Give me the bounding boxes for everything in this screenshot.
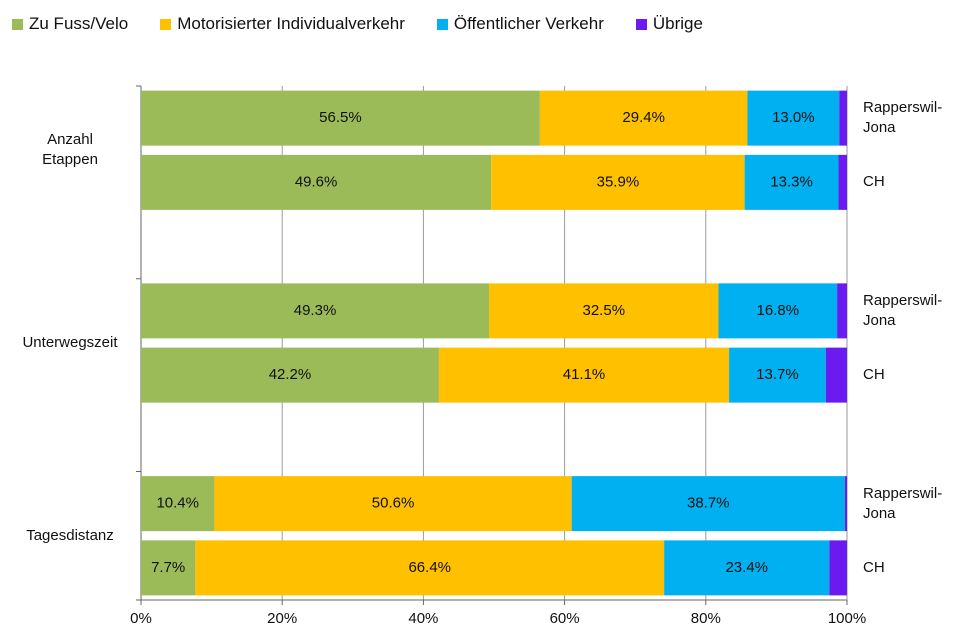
bar-segment <box>747 90 840 146</box>
legend-item: Übrige <box>635 14 703 34</box>
bar-segment <box>837 283 847 339</box>
bar-segment <box>539 90 748 146</box>
data-label: 13.7% <box>756 366 799 383</box>
data-label: 16.8% <box>757 302 800 319</box>
legend-swatch <box>635 18 647 30</box>
legend-swatch <box>436 18 448 30</box>
bar-segment <box>141 154 492 210</box>
data-label: 35.9% <box>597 173 640 190</box>
data-label: 23.4% <box>725 559 768 576</box>
bar-segment <box>664 540 830 596</box>
bar-segment <box>729 347 826 403</box>
bar-segment <box>829 540 847 596</box>
bar-segment <box>838 154 847 210</box>
group-label: Unterwegszeit <box>22 334 118 351</box>
x-tick-label: 60% <box>550 610 580 627</box>
data-label: 13.3% <box>770 173 813 190</box>
x-tick-label: 0% <box>130 610 152 627</box>
bar-segment <box>141 476 215 532</box>
group-label: Anzahl Etappen <box>42 131 98 169</box>
data-label: 7.7% <box>151 559 185 576</box>
bar-segment <box>744 154 839 210</box>
data-label: 49.3% <box>294 302 337 319</box>
bar-segment <box>141 90 540 146</box>
legend: Zu Fuss/Velo Motorisierter Individualverk… <box>12 14 703 34</box>
data-label: 41.1% <box>563 366 606 383</box>
category-label: CH <box>863 558 885 576</box>
bar-segment <box>141 283 490 339</box>
bar-segment <box>438 347 730 403</box>
legend-item: Motorisierter Individualverkehr <box>160 14 405 34</box>
bar-segment <box>839 90 847 146</box>
bar-segment <box>844 476 847 532</box>
data-label: 50.6% <box>372 495 415 512</box>
bar-segment <box>141 347 439 403</box>
x-tick-label: 20% <box>267 610 297 627</box>
category-label: Rapperswil-Jona <box>863 484 943 522</box>
bar-segment <box>718 283 838 339</box>
bar-segment <box>214 476 572 532</box>
bar-segment <box>141 540 196 596</box>
data-label: 49.6% <box>295 173 338 190</box>
category-label: CH <box>863 366 885 384</box>
data-label: 32.5% <box>583 302 626 319</box>
legend-label: Zu Fuss/Velo <box>29 14 129 33</box>
data-label: 38.7% <box>687 495 730 512</box>
legend-item: Öffentlicher Verkehr <box>436 14 604 34</box>
legend-swatch <box>160 18 172 30</box>
x-tick-label: 40% <box>408 610 438 627</box>
data-label: 56.5% <box>319 109 362 126</box>
data-label: 29.4% <box>622 109 665 126</box>
legend-label: Übrige <box>652 14 703 33</box>
legend-label: Öffentlicher Verkehr <box>453 14 604 33</box>
category-label: CH <box>863 173 885 191</box>
data-label: 10.4% <box>156 495 199 512</box>
bar-segment <box>825 347 847 403</box>
bar-segment <box>195 540 665 596</box>
bar-segment <box>491 154 745 210</box>
legend-item: Zu Fuss/Velo <box>12 14 128 34</box>
group-label: Tagesdistanz <box>26 526 114 544</box>
legend-label: Motorisierter Individualverkehr <box>177 14 405 33</box>
category-label: Rapperswil-Jona <box>863 291 943 329</box>
category-label: Rapperswil-Jona <box>863 99 943 137</box>
x-tick-label: 80% <box>691 610 721 627</box>
data-label: 42.2% <box>269 366 312 383</box>
bar-segment <box>571 476 845 532</box>
bar-segment <box>489 283 719 339</box>
data-label: 66.4% <box>408 559 451 576</box>
legend-swatch <box>12 18 23 30</box>
x-tick-label: 100% <box>828 610 866 627</box>
data-label: 13.0% <box>772 109 815 126</box>
